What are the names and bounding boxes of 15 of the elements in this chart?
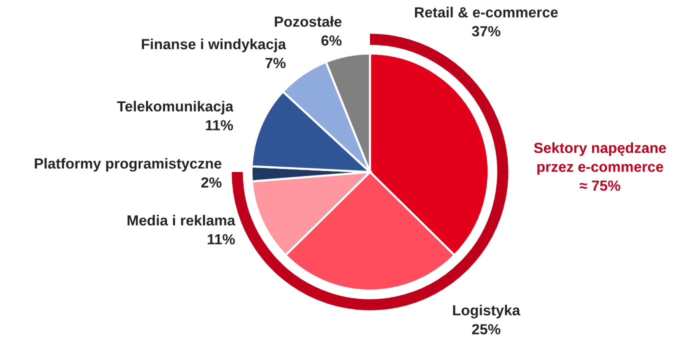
slice-label: Pozostałe: [274, 16, 342, 27]
text: Sektory napędzane przez e-commerce ≈ 75%: [534, 142, 666, 191]
slice-label: Telekomunikacja: [117, 100, 234, 114]
slice-label: Retail & e-commerce: [414, 6, 558, 18]
data-label: 2%: [201, 177, 222, 188]
data-label: 37%: [472, 26, 500, 36]
data-label: 7%: [266, 58, 286, 68]
slice-label: Platformy programistyczne: [34, 158, 222, 172]
data-label: 25%: [472, 324, 500, 334]
data-label: 6%: [321, 35, 342, 46]
data-label: 11%: [206, 120, 233, 130]
slice-label: Logistyka: [453, 304, 520, 318]
data-label: 11%: [208, 234, 235, 244]
slice-label: Finanse i windykacja: [142, 38, 286, 52]
slice-label: Media i reklama: [128, 214, 236, 226]
